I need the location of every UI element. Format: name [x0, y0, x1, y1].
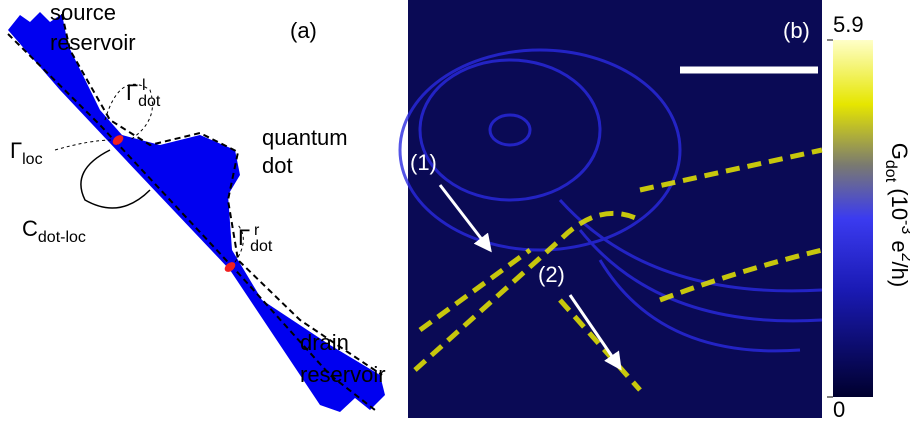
arrow-label: (1) — [410, 150, 437, 175]
supscript: 2 — [898, 253, 910, 262]
supscript: -3 — [898, 220, 910, 234]
label: drain — [300, 330, 349, 355]
label: dot — [262, 153, 293, 178]
colorbar-tick-label: 5.9 — [833, 12, 864, 37]
label: reservoir — [300, 362, 386, 387]
symbol: Γdotr — [238, 222, 273, 255]
subscript: dot — [138, 93, 161, 110]
label: reservoir — [50, 30, 136, 55]
symbol-text: C — [22, 216, 38, 241]
supscript: l — [142, 77, 146, 94]
symbol-text: Γ — [126, 80, 138, 105]
symbol-text: e — [887, 234, 910, 252]
symbol-text: /h) — [887, 262, 910, 288]
subscript: loc — [22, 151, 42, 168]
symbol: Cdot-loc — [22, 216, 86, 246]
symbol: Γdotl — [126, 77, 161, 110]
symbol-text: Γ — [10, 138, 22, 163]
subscript: dot — [882, 160, 899, 183]
panel-label: (b) — [783, 18, 810, 43]
symbol-text: Γ — [238, 225, 250, 250]
symbol-text: (10 — [887, 182, 910, 220]
panel-a: source reservoir (a) quantum dot drain r… — [8, 0, 386, 412]
panel-label: (a) — [290, 18, 317, 43]
symbol-text: G — [887, 143, 910, 160]
subscript: dot-loc — [38, 229, 86, 246]
colorbar-tick-label: 0 — [833, 397, 845, 422]
arrow-label: (2) — [538, 262, 565, 287]
supscript: r — [254, 222, 260, 239]
subscript: dot — [250, 238, 273, 255]
label: quantum — [262, 125, 348, 150]
colorbar — [833, 40, 873, 397]
symbol: Γloc — [10, 138, 43, 168]
figure: source reservoir (a) quantum dot drain r… — [0, 0, 910, 423]
panel-b: (b) (1) (2) Gdot (10-3 e2/h) — [400, 0, 910, 418]
label: source — [50, 0, 116, 25]
colorbar-label: Gdot (10-3 e2/h) — [882, 143, 910, 287]
